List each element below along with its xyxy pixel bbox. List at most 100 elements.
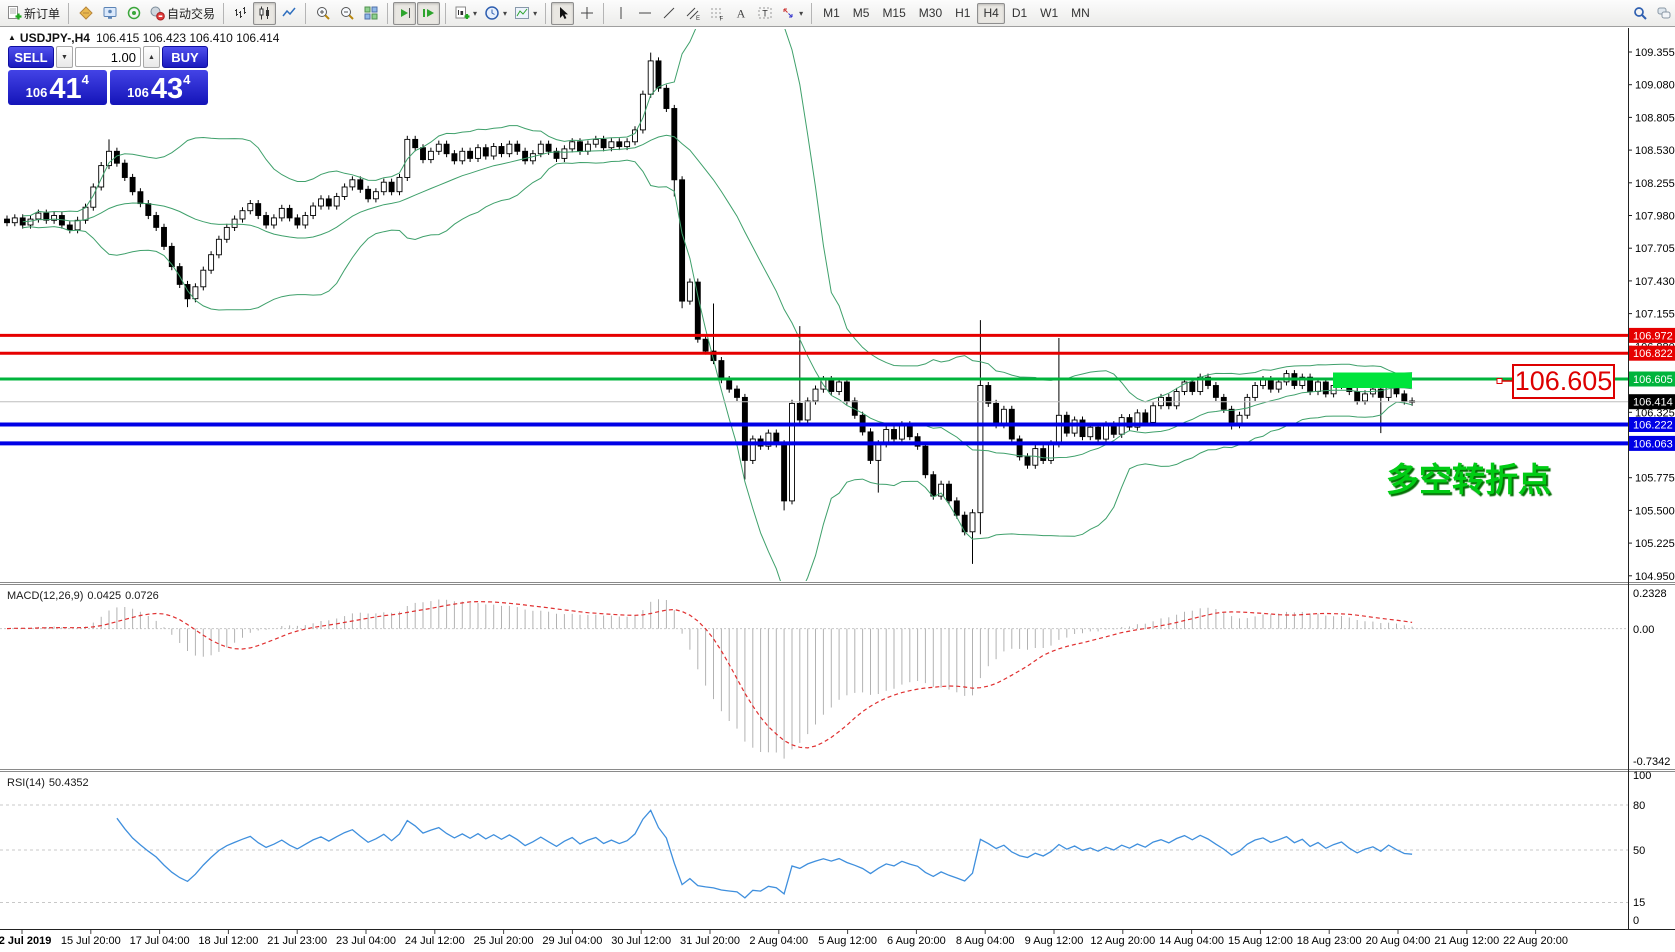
- svg-text:106.972: 106.972: [1633, 330, 1673, 342]
- ping-button[interactable]: [122, 2, 145, 25]
- new-order-icon: [6, 5, 22, 21]
- svg-text:0: 0: [1633, 915, 1639, 927]
- chart-title: ▲ USDJPY-,H4 106.415 106.423 106.410 106.4…: [8, 31, 279, 45]
- supply-zone-rect[interactable]: [1333, 372, 1412, 389]
- vertical-line-button[interactable]: [609, 2, 632, 25]
- rsi-name: RSI(14): [7, 777, 45, 789]
- bollinger-bands: [22, 29, 1413, 581]
- trendline-button[interactable]: [657, 2, 680, 25]
- new-chart-icon: [454, 5, 470, 21]
- sell-button[interactable]: SELL: [8, 46, 55, 68]
- svg-text:6 Aug 20:00: 6 Aug 20:00: [887, 935, 946, 947]
- toolbar-separator: [445, 2, 447, 24]
- svg-text:25 Jul 20:00: 25 Jul 20:00: [474, 935, 534, 947]
- tf-m5[interactable]: M5: [847, 3, 876, 24]
- sell-price-prefix: 106: [25, 85, 48, 100]
- main-toolbar: 新订单 自动交易 ▾ ▾ ▾ E F A T ▾ M1 M5 M15 M30 H1 H4 D1 W1 MN: [0, 0, 1675, 27]
- tf-w1[interactable]: W1: [1034, 3, 1064, 24]
- metaeditor-button[interactable]: [74, 2, 97, 25]
- rsi-value: 50.4352: [48, 777, 89, 789]
- volume-input[interactable]: [75, 47, 141, 67]
- svg-text:9 Aug 12:00: 9 Aug 12:00: [1025, 935, 1084, 947]
- chat-button[interactable]: [1652, 2, 1675, 25]
- bar-chart-button[interactable]: [229, 2, 252, 25]
- candles-layer: [4, 52, 1416, 564]
- volume-increase-button[interactable]: ▲: [143, 46, 160, 68]
- search-button[interactable]: [1628, 2, 1651, 25]
- svg-text:22 Aug 20:00: 22 Aug 20:00: [1503, 935, 1568, 947]
- auto-trading-icon: [149, 5, 165, 21]
- svg-text:0.00: 0.00: [1633, 624, 1654, 636]
- sell-price-sup: 4: [81, 72, 89, 87]
- channel-button[interactable]: E: [681, 2, 704, 25]
- volume-decrease-button[interactable]: ▼: [56, 46, 73, 68]
- candlestick-button[interactable]: [253, 1, 277, 25]
- horizontal-line-icon: [637, 5, 653, 21]
- svg-text:106.822: 106.822: [1633, 348, 1673, 360]
- text-icon: A: [733, 5, 749, 21]
- tf-mn[interactable]: MN: [1065, 3, 1096, 24]
- tf-m5-label: M5: [852, 6, 870, 20]
- auto-scroll-button[interactable]: [417, 1, 441, 25]
- buy-button[interactable]: BUY: [161, 46, 208, 68]
- chart-shift-button[interactable]: [393, 1, 417, 25]
- buy-price-sup: 4: [183, 72, 191, 87]
- tf-m1-label: M1: [823, 6, 840, 20]
- svg-text:80: 80: [1633, 800, 1645, 812]
- svg-text:107.155: 107.155: [1635, 309, 1675, 321]
- macd-value-main: 0.0425: [87, 590, 122, 602]
- indicators-button[interactable]: ▾: [511, 2, 540, 25]
- tile-windows-button[interactable]: [359, 2, 382, 25]
- tf-m15[interactable]: M15: [876, 3, 911, 24]
- tf-h1[interactable]: H1: [949, 3, 976, 24]
- horizontal-lines[interactable]: [0, 333, 1628, 446]
- tf-d1[interactable]: D1: [1006, 3, 1033, 24]
- trade-panel-toggle-icon[interactable]: ▲: [8, 33, 16, 42]
- svg-text:29 Jul 04:00: 29 Jul 04:00: [542, 935, 602, 947]
- svg-text:8 Aug 04:00: 8 Aug 04:00: [956, 935, 1015, 947]
- macd-scale: 0.2328 0.00 -0.7342: [1633, 588, 1670, 768]
- auto-trading-button[interactable]: 自动交易: [146, 2, 218, 25]
- price-axis: 109.355 109.080 108.805 108.530 108.255 107.9…: [1628, 47, 1675, 583]
- toolbar-separator: [811, 2, 813, 24]
- tf-m1[interactable]: M1: [817, 3, 846, 24]
- horizontal-line-button[interactable]: [633, 2, 656, 25]
- new-chart-button[interactable]: ▾: [451, 2, 480, 25]
- zoom-in-button[interactable]: [311, 2, 334, 25]
- buy-price-display[interactable]: 106 43 4: [109, 70, 208, 105]
- tf-h1-label: H1: [955, 6, 971, 20]
- svg-text:108.255: 108.255: [1635, 178, 1675, 190]
- fibonacci-button[interactable]: F: [705, 2, 728, 25]
- arrows-button[interactable]: ▾: [777, 2, 806, 25]
- sell-price-display[interactable]: 106 41 4: [8, 70, 107, 105]
- tf-w1-label: W1: [1040, 6, 1059, 20]
- crosshair-button[interactable]: [575, 2, 598, 25]
- text-label-button[interactable]: T: [753, 2, 776, 25]
- zoom-out-button[interactable]: [335, 2, 358, 25]
- svg-text:T: T: [762, 9, 768, 19]
- crosshair-icon: [579, 5, 595, 21]
- svg-text:2 Aug 04:00: 2 Aug 04:00: [749, 935, 808, 947]
- candlestick-icon: [257, 5, 273, 21]
- svg-text:0.2328: 0.2328: [1633, 588, 1667, 600]
- toolbar-separator: [305, 2, 307, 24]
- tf-m30[interactable]: M30: [913, 3, 948, 24]
- svg-text:23 Jul 04:00: 23 Jul 04:00: [336, 935, 396, 947]
- chart-shift-icon: [397, 5, 413, 21]
- price-callout-box[interactable]: 106.605: [1512, 364, 1615, 399]
- svg-text:18 Aug 23:00: 18 Aug 23:00: [1297, 935, 1362, 947]
- tf-h4[interactable]: H4: [977, 2, 1005, 24]
- cursor-button[interactable]: [551, 1, 575, 25]
- new-order-button[interactable]: 新订单: [3, 2, 63, 25]
- arrows-icon: [780, 5, 796, 21]
- text-button[interactable]: A: [729, 2, 752, 25]
- line-chart-button[interactable]: [277, 2, 300, 25]
- svg-text:105.775: 105.775: [1635, 473, 1675, 485]
- profiles-button[interactable]: ▾: [481, 2, 510, 25]
- svg-text:18 Jul 12:00: 18 Jul 12:00: [198, 935, 258, 947]
- panel-separators[interactable]: [0, 582, 1675, 772]
- market-watch-button[interactable]: [98, 2, 121, 25]
- svg-text:5 Aug 12:00: 5 Aug 12:00: [818, 935, 877, 947]
